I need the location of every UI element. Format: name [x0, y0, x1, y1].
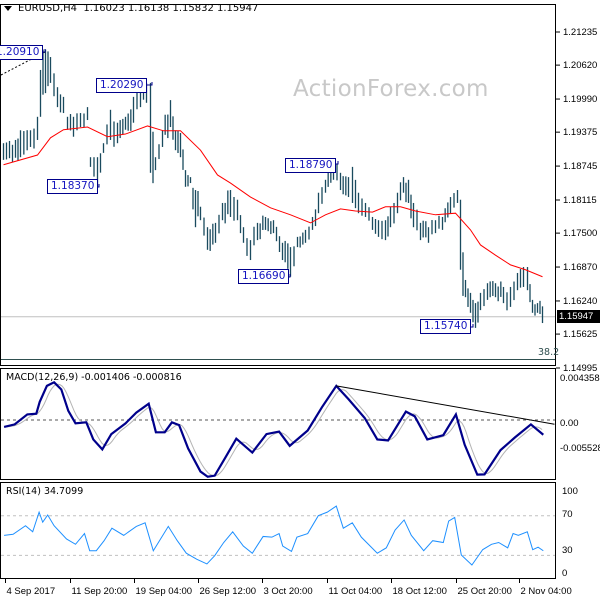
close-value: 1.15947	[217, 3, 259, 14]
time-tick-label: 11 Sep 20:00	[72, 586, 128, 597]
macd-tick-label: 0.004358	[560, 373, 600, 384]
watermark: ActionForex.com	[293, 76, 489, 102]
symbol-label: EURUSD,H4	[18, 3, 78, 14]
rsi-tick-label: 70	[562, 509, 573, 520]
macd-title: MACD(12,26,9) -0.001406 -0.000816	[6, 372, 182, 383]
open-value: 1.16023	[83, 3, 125, 14]
rsi-tick-label: 0	[562, 568, 567, 579]
swing-label-low-1: 1.18370	[47, 179, 99, 194]
time-tick-label: 2 Nov 04:00	[521, 586, 572, 597]
main-panel-frame	[0, 4, 556, 366]
price-tick-label: 1.16870	[563, 262, 597, 273]
macd-tick-label: 0.00	[560, 418, 579, 429]
price-tick-label: 1.15625	[563, 329, 597, 340]
price-tick-label: 1.14995	[563, 363, 597, 374]
moving-average-line	[3, 125, 543, 278]
time-tick-label: 25 Oct 20:00	[458, 586, 512, 597]
price-tick-label: 1.21235	[563, 27, 597, 38]
swing-label-high-3: 1.18790	[285, 158, 337, 173]
price-tick-label: 1.19990	[563, 94, 597, 105]
swing-label-high-1: 1.20910	[0, 45, 44, 60]
current-price-label: 1.15947	[557, 310, 600, 323]
macd-tick-label: -0.005528	[560, 443, 600, 454]
macd-signal-line	[4, 383, 543, 477]
macd-trendline	[336, 385, 555, 425]
price-tick-label: 1.19375	[563, 127, 597, 138]
price-tick-label: 1.18115	[563, 195, 597, 206]
rsi-tick-label: 30	[562, 545, 573, 556]
low-value: 1.15832	[172, 3, 214, 14]
rsi-panel-frame	[0, 482, 556, 579]
time-tick-label: 19 Sep 04:00	[136, 586, 193, 597]
time-tick-label: 18 Oct 12:00	[393, 586, 447, 597]
fib-level-label: 38.2	[538, 347, 560, 358]
panel-frames	[0, 4, 556, 579]
swing-label-low-3: 1.15740	[420, 319, 472, 334]
swing-label-high-2: 1.20290	[96, 78, 148, 93]
macd-panel-frame	[0, 368, 556, 480]
rsi-line	[4, 505, 544, 566]
time-tick-label: 26 Sep 12:00	[200, 586, 257, 597]
rsi-tick-label: 100	[562, 486, 578, 497]
price-tick-label: 1.17500	[563, 228, 597, 239]
rsi-title: RSI(14) 34.7099	[6, 486, 84, 497]
price-tick-label: 1.18745	[563, 161, 597, 172]
high-value: 1.16138	[127, 3, 170, 14]
time-tick-label: 4 Sep 2017	[7, 586, 56, 597]
time-tick-label: 3 Oct 20:00	[264, 586, 313, 597]
dropdown-triangle-icon[interactable]	[4, 5, 12, 11]
price-bars	[2, 49, 544, 328]
price-tick-label: 1.16240	[563, 296, 597, 307]
time-tick-label: 11 Oct 04:00	[329, 586, 383, 597]
price-tick-label: 1.20620	[563, 60, 597, 71]
chart-header: EURUSD,H4 1.16023 1.16138 1.15832 1.1594…	[4, 3, 258, 14]
swing-label-low-2: 1.16690	[238, 269, 290, 284]
macd-line	[3, 380, 545, 478]
